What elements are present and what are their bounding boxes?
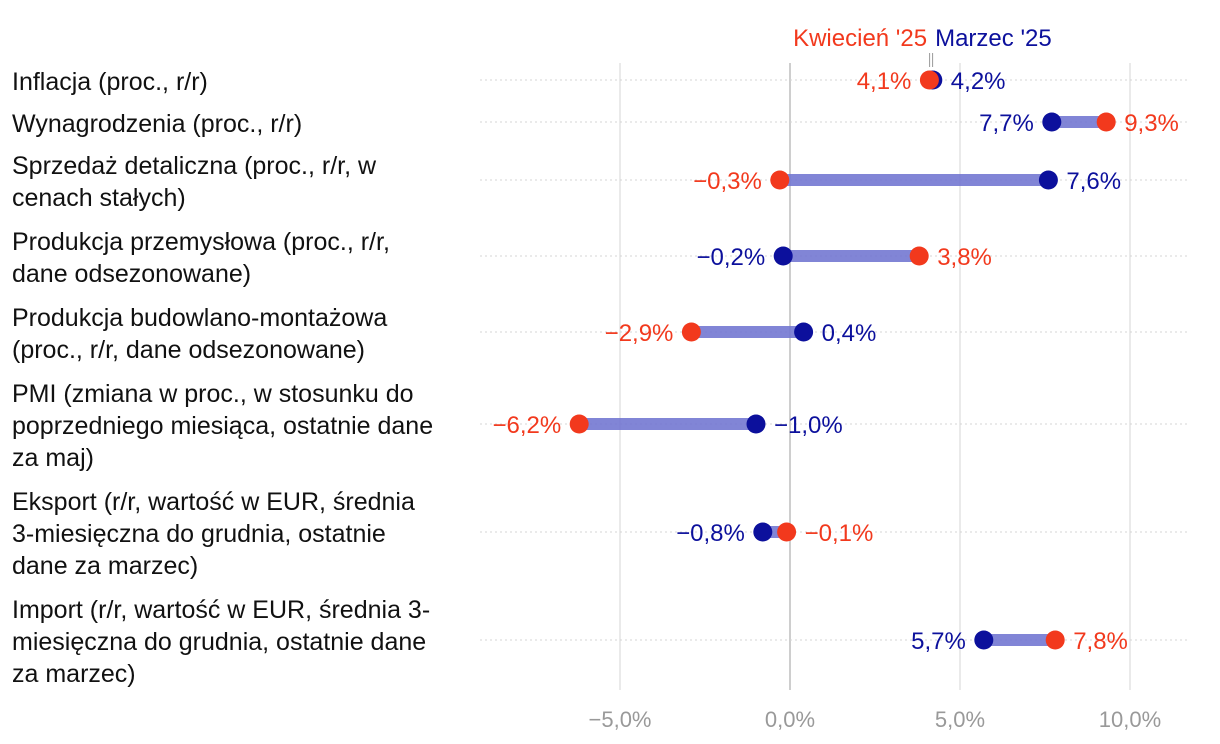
category-label-line: (proc., r/r, dane odsezonowane) [12,336,365,364]
value-label-april: −6,2% [492,412,561,439]
category-label: Sprzedaż detaliczna (proc., r/r, w cenach… [12,150,477,214]
dot-layer [569,70,1116,650]
value-label-march: −0,2% [696,244,765,271]
category-label-line: Import (r/r, wartość w EUR, średnia 3- [12,596,431,624]
value-label-march: −0,8% [676,520,745,547]
x-tick-label: −5,0% [589,707,652,732]
value-label-march: −1,0% [774,412,843,439]
dot-april [919,70,939,90]
dot-march [974,630,994,650]
dot-april [909,246,929,266]
category-label-line: cenach stałych) [12,184,186,212]
category-label-line: za marzec) [12,660,136,688]
category-label-line: PMI (zmiana w proc., w stosunku do [12,380,414,408]
value-label-april: 9,3% [1124,110,1179,137]
category-label-line: Produkcja przemysłowa (proc., r/r, [12,228,390,256]
value-label-march: 0,4% [822,320,877,347]
category-label-line: dane odsezonowane) [12,260,252,288]
legend-april: Kwiecień '25 [793,25,927,52]
category-label-line: Eksport (r/r, wartość w EUR, średnia [12,488,415,516]
category-label-line: Wynagrodzenia (proc., r/r) [12,110,303,138]
category-label-line: Inflacja (proc., r/r) [12,68,208,96]
dot-march [773,246,793,266]
value-label-march: 5,7% [911,628,966,655]
dot-april [1096,112,1116,132]
category-label: PMI (zmiana w proc., w stosunku do poprze… [12,378,477,474]
dot-march [753,522,773,542]
dot-april [1045,630,1065,650]
category-label-line: 3-miesięczna do grudnia, ostatnie [12,520,386,548]
dot-april [569,414,589,434]
dot-april [681,322,701,342]
value-label-march: 7,7% [979,110,1034,137]
value-label-april: 7,8% [1073,628,1128,655]
category-label: Inflacja (proc., r/r) [12,66,477,98]
category-label: Eksport (r/r, wartość w EUR, średnia 3-mi… [12,486,477,582]
grid-layer [480,63,1190,690]
category-label-line: Sprzedaż detaliczna (proc., r/r, w [12,152,377,180]
value-label-april: −0,3% [693,168,762,195]
dot-march [1038,170,1058,190]
category-label: Import (r/r, wartość w EUR, średnia 3- mi… [12,594,477,690]
category-label: Produkcja budowlano-montażowa (proc., r/r… [12,302,477,366]
dot-march [746,414,766,434]
value-label-april: 4,1% [857,68,912,95]
value-label-march: 7,6% [1066,168,1121,195]
value-label-april: −2,9% [605,320,674,347]
value-label-march: 4,2% [951,68,1006,95]
dot-april [777,522,797,542]
value-label-layer: 4,1% 4,2% 7,7% 9,3% −0,3% 7,6% −0,2% 3,8% −2,9% 0… [492,68,1178,655]
category-label: Produkcja przemysłowa (proc., r/r, dane o… [12,226,477,290]
dot-march [794,322,814,342]
connector-layer [579,74,1107,646]
category-label-line: dane za marzec) [12,552,199,580]
value-label-april: −0,1% [805,520,874,547]
legend-march: Marzec '25 [935,25,1052,52]
value-label-april: 3,8% [937,244,992,271]
x-axis-ticks: −5,0% 0,0% 5,0% 10,0% [589,707,1162,732]
category-label: Wynagrodzenia (proc., r/r) [12,108,477,140]
legend: Kwiecień '25 Marzec '25 [793,25,1052,67]
category-label-line: miesięczna do grudnia, ostatnie dane [12,628,427,656]
x-tick-label: 5,0% [935,707,985,732]
x-tick-label: 10,0% [1099,707,1161,732]
category-label-line: Produkcja budowlano-montażowa [12,304,388,332]
x-tick-label: 0,0% [765,707,815,732]
category-label-line: za maj) [12,444,94,472]
category-label-line: poprzedniego miesiąca, ostatnie dane [12,412,434,440]
dot-march [1042,112,1062,132]
dot-april [770,170,790,190]
